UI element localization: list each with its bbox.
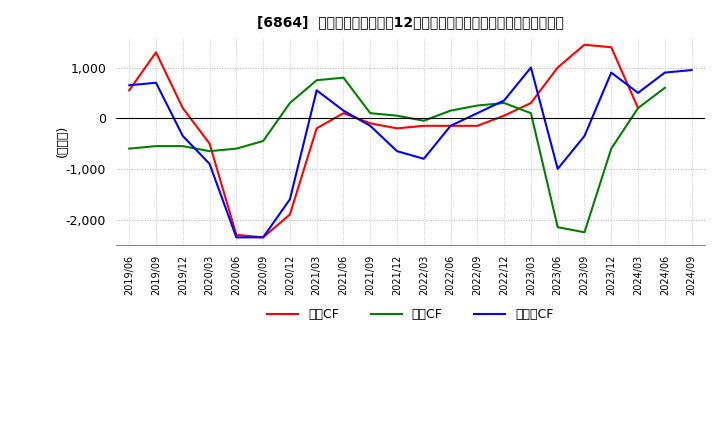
フリーCF bbox=[500, 98, 508, 103]
投資CF bbox=[660, 85, 669, 91]
営業CF bbox=[339, 110, 348, 116]
フリーCF bbox=[205, 161, 214, 166]
営業CF bbox=[634, 106, 642, 111]
フリーCF bbox=[366, 123, 374, 128]
フリーCF bbox=[392, 149, 401, 154]
フリーCF bbox=[446, 123, 455, 128]
フリーCF bbox=[286, 197, 294, 202]
営業CF bbox=[607, 44, 616, 50]
営業CF bbox=[500, 113, 508, 118]
投資CF bbox=[152, 143, 161, 149]
フリーCF bbox=[554, 166, 562, 172]
営業CF bbox=[366, 121, 374, 126]
投資CF bbox=[205, 149, 214, 154]
投資CF bbox=[554, 224, 562, 230]
営業CF bbox=[312, 126, 321, 131]
営業CF bbox=[258, 235, 267, 240]
営業CF bbox=[392, 126, 401, 131]
Y-axis label: (百万円): (百万円) bbox=[55, 125, 68, 157]
フリーCF bbox=[473, 110, 482, 116]
Legend: 営業CF, 投資CF, フリーCF: 営業CF, 投資CF, フリーCF bbox=[262, 303, 559, 326]
フリーCF bbox=[420, 156, 428, 161]
投資CF bbox=[420, 118, 428, 123]
フリーCF bbox=[125, 83, 133, 88]
フリーCF bbox=[580, 133, 589, 139]
Line: 投資CF: 投資CF bbox=[129, 78, 665, 232]
投資CF bbox=[339, 75, 348, 81]
フリーCF bbox=[634, 90, 642, 95]
営業CF bbox=[286, 212, 294, 217]
営業CF bbox=[179, 106, 187, 111]
フリーCF bbox=[660, 70, 669, 75]
フリーCF bbox=[258, 235, 267, 240]
フリーCF bbox=[179, 133, 187, 139]
営業CF bbox=[125, 88, 133, 93]
営業CF bbox=[205, 141, 214, 146]
営業CF bbox=[473, 123, 482, 128]
営業CF bbox=[580, 42, 589, 48]
投資CF bbox=[366, 110, 374, 116]
投資CF bbox=[258, 139, 267, 144]
投資CF bbox=[526, 110, 535, 116]
フリーCF bbox=[312, 88, 321, 93]
営業CF bbox=[446, 123, 455, 128]
フリーCF bbox=[688, 67, 696, 73]
投資CF bbox=[634, 106, 642, 111]
フリーCF bbox=[232, 235, 240, 240]
営業CF bbox=[526, 100, 535, 106]
投資CF bbox=[580, 230, 589, 235]
投資CF bbox=[500, 100, 508, 106]
Line: フリーCF: フリーCF bbox=[129, 67, 692, 237]
営業CF bbox=[152, 50, 161, 55]
Title: [6864]  キャッシュフローの12か月移動合計の対前年同期増減額の推移: [6864] キャッシュフローの12か月移動合計の対前年同期増減額の推移 bbox=[257, 15, 564, 29]
投資CF bbox=[179, 143, 187, 149]
投資CF bbox=[125, 146, 133, 151]
Line: 営業CF: 営業CF bbox=[129, 45, 638, 237]
フリーCF bbox=[152, 80, 161, 85]
投資CF bbox=[607, 146, 616, 151]
フリーCF bbox=[607, 70, 616, 75]
投資CF bbox=[312, 77, 321, 83]
営業CF bbox=[420, 123, 428, 128]
フリーCF bbox=[339, 108, 348, 113]
投資CF bbox=[286, 100, 294, 106]
営業CF bbox=[232, 232, 240, 238]
投資CF bbox=[473, 103, 482, 108]
営業CF bbox=[554, 65, 562, 70]
投資CF bbox=[446, 108, 455, 113]
投資CF bbox=[392, 113, 401, 118]
フリーCF bbox=[526, 65, 535, 70]
投資CF bbox=[232, 146, 240, 151]
